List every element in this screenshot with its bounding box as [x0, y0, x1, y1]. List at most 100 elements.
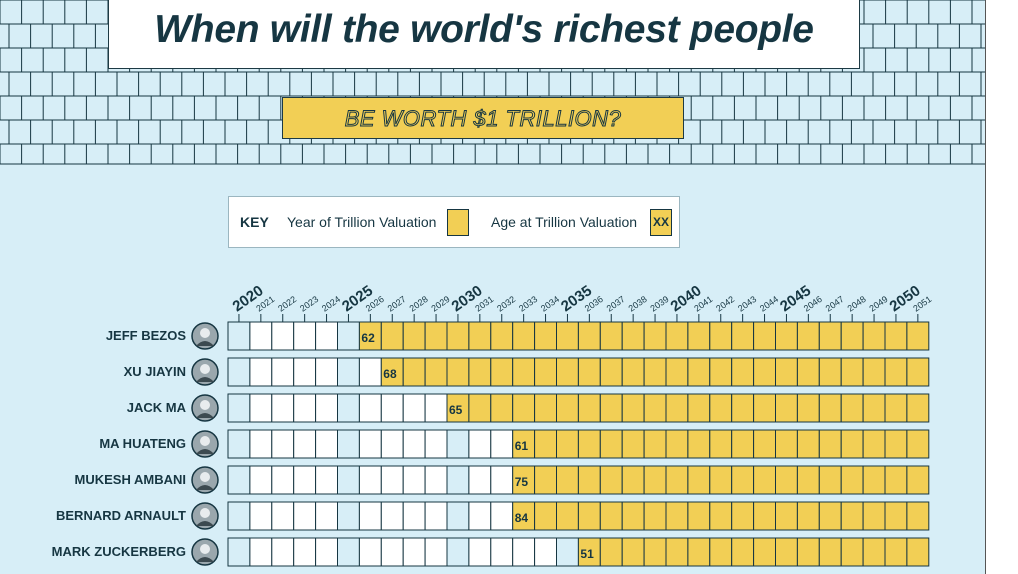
year-cell	[249, 357, 273, 387]
year-cell	[337, 357, 360, 387]
year-cell-filled	[534, 501, 557, 531]
year-label: 2027	[386, 294, 408, 314]
year-cell-filled	[884, 501, 908, 531]
year-cell-filled	[577, 393, 601, 423]
person-row: MUKESH AMBANI 75	[75, 465, 930, 495]
person-row: BERNARD ARNAULT 84	[56, 501, 930, 531]
year-cell-filled	[643, 357, 667, 387]
year-cell-filled	[621, 393, 645, 423]
year-cell-filled	[840, 429, 864, 459]
year-cell-filled	[818, 393, 842, 423]
year-cell-filled	[731, 321, 755, 351]
year-cell	[249, 537, 273, 567]
year-cell	[315, 357, 339, 387]
year-cell-filled	[599, 429, 623, 459]
year-cell	[249, 429, 273, 459]
year-cell	[227, 501, 251, 531]
year-cell	[424, 465, 448, 495]
year-label: 2028	[408, 294, 430, 314]
year-cell-filled	[556, 465, 579, 495]
year-cell-filled	[796, 501, 820, 531]
year-cell-filled	[556, 321, 579, 351]
year-cell	[380, 429, 404, 459]
year-cell-filled	[577, 357, 601, 387]
avatar	[191, 502, 219, 530]
year-cell-filled	[687, 393, 711, 423]
year-cell-filled	[731, 357, 755, 387]
year-label: 2049	[867, 294, 889, 314]
person-name: JACK MA	[127, 400, 187, 415]
year-cell	[227, 393, 251, 423]
year-cell-filled	[862, 465, 886, 495]
year-cell	[249, 465, 273, 495]
year-cell-filled	[621, 429, 645, 459]
year-cell-filled	[862, 321, 886, 351]
year-cell-filled	[796, 465, 820, 495]
year-cell-filled	[512, 321, 536, 351]
year-cell-filled	[599, 537, 623, 567]
year-cell	[315, 393, 339, 423]
year-cell	[380, 501, 404, 531]
year-cell-filled	[621, 537, 645, 567]
year-cell-filled	[665, 465, 689, 495]
year-cell-filled	[468, 357, 492, 387]
year-cell	[402, 501, 426, 531]
year-cell-filled	[884, 393, 908, 423]
year-cell-filled	[731, 393, 755, 423]
year-cell-filled	[687, 321, 711, 351]
year-cell-filled	[862, 429, 886, 459]
year-cell-filled	[556, 429, 579, 459]
year-cell-filled	[840, 321, 864, 351]
year-cell-filled	[709, 357, 733, 387]
year-label: 2022	[276, 294, 298, 314]
year-cell-filled	[534, 393, 557, 423]
year-cell-filled	[753, 501, 776, 531]
year-cell	[227, 429, 251, 459]
legend-age-text: Age at Trillion Valuation	[491, 214, 638, 230]
year-cell-filled	[731, 429, 755, 459]
year-cell-filled	[621, 357, 645, 387]
year-cell	[468, 465, 492, 495]
year-cell-filled	[687, 501, 711, 531]
year-cell	[358, 393, 382, 423]
year-cell-filled	[775, 393, 798, 423]
year-cell-filled	[490, 321, 514, 351]
year-cell-filled	[643, 429, 667, 459]
year-cell-filled	[687, 465, 711, 495]
year-cell-filled	[643, 393, 667, 423]
year-cell	[227, 537, 251, 567]
year-cell	[380, 393, 404, 423]
year-cell	[490, 429, 514, 459]
year-cell-filled	[906, 357, 930, 387]
year-cell-filled	[709, 429, 733, 459]
year-cell	[402, 465, 426, 495]
year-cell	[380, 465, 404, 495]
year-cell-filled	[753, 537, 776, 567]
year-cell-filled	[534, 321, 557, 351]
year-cell	[337, 465, 360, 495]
year-cell-filled	[884, 537, 908, 567]
year-cell-filled	[468, 321, 492, 351]
year-cell-filled	[775, 501, 798, 531]
year-cell	[468, 537, 492, 567]
year-cell-filled	[840, 501, 864, 531]
year-cell	[556, 537, 579, 567]
year-cell	[446, 465, 470, 495]
year-cell-filled	[490, 357, 514, 387]
year-cell-filled	[731, 537, 755, 567]
year-cell	[358, 465, 382, 495]
year-cell	[337, 393, 360, 423]
year-label: 2037	[605, 294, 627, 314]
year-cell-filled	[665, 501, 689, 531]
year-cell	[293, 357, 317, 387]
year-cell-filled	[599, 465, 623, 495]
year-cell-filled	[884, 429, 908, 459]
year-cell	[402, 429, 426, 459]
right-margin	[986, 0, 1018, 574]
year-cell-filled	[665, 429, 689, 459]
year-cell	[271, 393, 295, 423]
year-cell	[358, 501, 382, 531]
year-cell-filled	[665, 321, 689, 351]
year-cell-filled	[446, 321, 470, 351]
